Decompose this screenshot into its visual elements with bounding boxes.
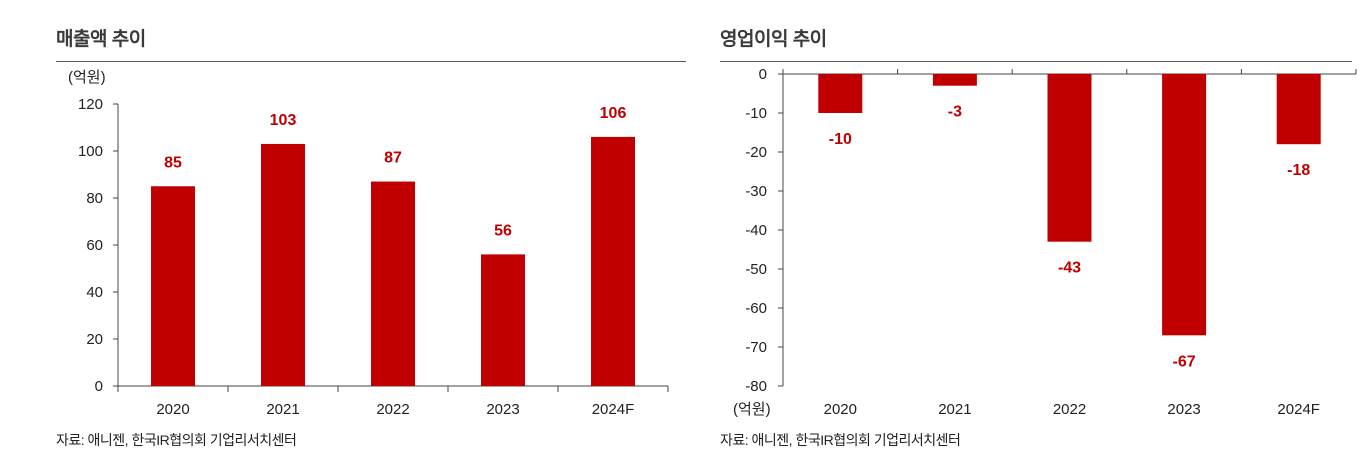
revenue-bar (261, 143, 305, 386)
operating-profit-bar (1047, 74, 1092, 242)
operating-profit-category-label: 2023 (1167, 401, 1200, 418)
revenue-source-note: 자료: 애니젠, 한국IR협의회 기업리서치센터 (56, 432, 297, 448)
revenue-category-label: 2024F (592, 401, 635, 418)
operating-profit-chart-title: 영업이익 추이 (720, 29, 827, 50)
operating-profit-category-label: 2022 (1053, 401, 1086, 418)
operating-profit-bar (932, 74, 977, 86)
revenue-category-label: 2023 (486, 401, 519, 418)
revenue-category-label: 2021 (266, 401, 299, 418)
operating-profit-y-tick-label: 0 (759, 66, 767, 83)
operating-profit-bar-chart: 0 -10 -20 -30 -40 -50 -60 -70 -80 (억원) -10 2020 -3 20… (733, 66, 1357, 418)
operating-profit-category-label: 2024F (1277, 401, 1320, 418)
revenue-bar-chart: 0 20 40 60 80 100 120 (억원) 85 2020 103 2021 87 2022 56… (68, 69, 669, 418)
revenue-bar (151, 186, 195, 386)
revenue-y-tick-label: 40 (86, 284, 103, 301)
revenue-data-label: 87 (384, 150, 402, 167)
operating-profit-y-tick-label: -30 (745, 183, 767, 200)
operating-profit-data-label: -18 (1287, 162, 1310, 179)
revenue-unit-label: (억원) (68, 69, 106, 86)
revenue-bar (591, 136, 635, 386)
operating-profit-title-rule (720, 61, 1352, 62)
revenue-data-label: 106 (600, 105, 627, 122)
operating-profit-y-tick-label: -80 (745, 378, 767, 395)
operating-profit-bar (818, 74, 863, 113)
operating-profit-y-tick-label: -20 (745, 144, 767, 161)
operating-profit-category-label: 2020 (824, 401, 857, 418)
revenue-title-rule (56, 61, 686, 62)
revenue-y-tick-label: 60 (86, 237, 103, 254)
revenue-y-tick-label: 20 (86, 331, 103, 348)
revenue-y-tick-label: 120 (78, 96, 103, 113)
operating-profit-source-note: 자료: 애니젠, 한국IR협의회 기업리서치센터 (720, 432, 961, 448)
operating-profit-y-tick-label: -70 (745, 339, 767, 356)
revenue-y-tick-label: 80 (86, 190, 103, 207)
revenue-bar (481, 254, 525, 386)
operating-profit-y-tick-label: -50 (745, 261, 767, 278)
operating-profit-data-label: -10 (829, 131, 852, 148)
operating-profit-y-tick-label: -60 (745, 300, 767, 317)
operating-profit-data-label: -3 (948, 104, 962, 121)
revenue-data-label: 56 (494, 222, 512, 239)
revenue-chart-title: 매출액 추이 (56, 29, 146, 50)
operating-profit-y-tick-label: -10 (745, 105, 767, 122)
operating-profit-category-label: 2021 (938, 401, 971, 418)
operating-profit-data-label: -43 (1058, 260, 1081, 277)
revenue-category-label: 2020 (156, 401, 189, 418)
revenue-y-tick-label: 0 (95, 378, 103, 395)
operating-profit-bar (1162, 74, 1207, 336)
operating-profit-y-tick-label: -40 (745, 222, 767, 239)
operating-profit-data-label: -67 (1173, 353, 1196, 370)
operating-profit-bar (1276, 74, 1321, 145)
revenue-data-label: 103 (270, 112, 297, 129)
revenue-bar (371, 181, 415, 386)
operating-profit-unit-label: (억원) (733, 401, 771, 418)
revenue-y-tick-label: 100 (78, 143, 103, 160)
revenue-data-label: 85 (164, 154, 182, 171)
revenue-category-label: 2022 (376, 401, 409, 418)
